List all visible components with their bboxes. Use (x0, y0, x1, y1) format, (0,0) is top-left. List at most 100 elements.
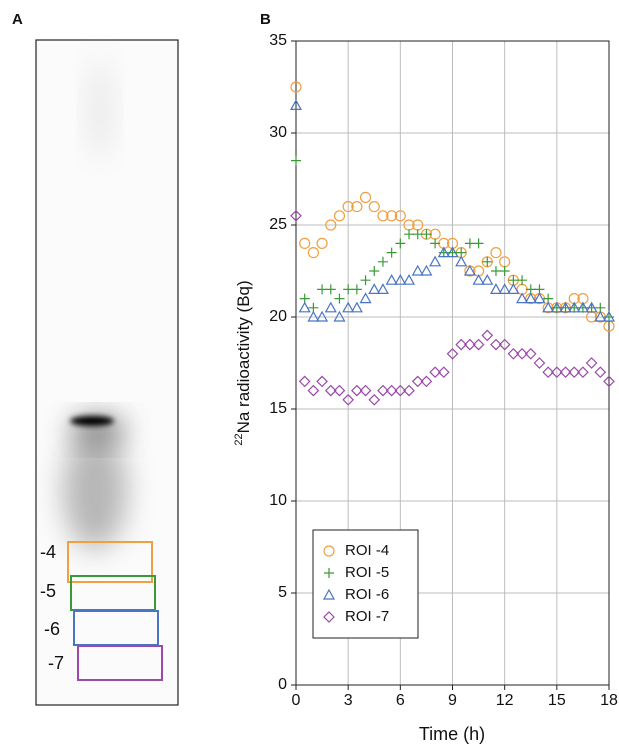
x-tick-label: 6 (396, 692, 405, 709)
marker-diamond (420, 375, 433, 388)
marker-triangle (324, 301, 337, 313)
marker-triangle (420, 264, 433, 276)
marker-circle (386, 210, 398, 222)
marker-plus (412, 229, 423, 240)
marker-triangle (446, 246, 459, 258)
marker-diamond (603, 375, 615, 388)
marker-triangle (385, 273, 398, 285)
marker-diamond (585, 357, 598, 369)
marker-triangle (576, 301, 589, 313)
legend-marker (323, 611, 335, 623)
marker-triangle (289, 99, 303, 110)
marker-plus (351, 284, 362, 295)
marker-triangle (376, 283, 389, 294)
y-tick-label: 30 (269, 124, 287, 141)
marker-diamond (577, 366, 589, 379)
marker-circle (359, 191, 372, 203)
marker-diamond (490, 338, 502, 351)
marker-circle (342, 201, 354, 213)
marker-diamond (385, 384, 398, 397)
marker-circle (307, 247, 319, 259)
marker-circle (325, 219, 337, 231)
marker-circle (333, 210, 346, 222)
marker-plus (395, 238, 406, 249)
marker-triangle (602, 310, 616, 322)
marker-triangle (559, 301, 572, 313)
marker-plus (317, 284, 328, 295)
y-tick-label: 10 (269, 492, 287, 509)
marker-circle (368, 201, 380, 213)
marker-diamond (333, 384, 346, 397)
legend-label: ROI -5 (345, 564, 389, 581)
roi-label: -5 (40, 581, 56, 601)
marker-triangle (316, 310, 329, 322)
marker-triangle (394, 273, 407, 285)
plot-frame (295, 40, 610, 686)
marker-triangle (472, 273, 485, 285)
marker-diamond (464, 338, 476, 351)
marker-triangle (307, 310, 320, 322)
marker-triangle (350, 301, 363, 313)
marker-diamond (568, 366, 581, 379)
y-tick-label: 35 (269, 32, 287, 49)
panel-label: B (260, 11, 271, 28)
marker-plus (404, 229, 415, 240)
marker-triangle (342, 301, 355, 313)
marker-diamond (307, 384, 320, 397)
panel-label: A (12, 11, 23, 28)
marker-plus (334, 293, 345, 304)
marker-triangle (368, 283, 381, 294)
marker-circle (394, 210, 406, 222)
marker-triangle (524, 292, 537, 304)
marker-diamond (368, 393, 381, 406)
marker-diamond (533, 357, 546, 369)
marker-plus (369, 266, 380, 276)
marker-triangle (455, 255, 468, 267)
marker-diamond (498, 338, 511, 351)
marker-plus (377, 256, 388, 267)
marker-plus (360, 275, 371, 286)
marker-triangle (507, 283, 520, 294)
marker-diamond (437, 366, 450, 379)
marker-diamond (472, 338, 485, 351)
marker-plus (343, 284, 354, 295)
marker-triangle (429, 255, 442, 267)
legend-label: ROI -4 (345, 542, 389, 559)
legend-marker (322, 588, 336, 600)
marker-diamond (524, 347, 537, 360)
y-tick-label: 20 (269, 308, 287, 325)
marker-diamond (377, 384, 389, 397)
y-label-sup: 22 (233, 433, 245, 445)
marker-plus (482, 256, 493, 267)
roi-label: -7 (48, 653, 64, 673)
x-tick-label: 3 (344, 692, 353, 709)
marker-diamond (403, 384, 415, 397)
roi-label: -6 (44, 619, 60, 639)
marker-plus (386, 247, 397, 258)
marker-circle (299, 237, 311, 249)
marker-circle (377, 210, 389, 222)
marker-diamond (342, 393, 355, 406)
marker-diamond (455, 338, 468, 351)
x-axis-label: Time (h) (419, 724, 485, 744)
marker-plus (490, 266, 501, 276)
marker-diamond (411, 375, 424, 388)
x-tick-label: 15 (548, 692, 566, 709)
marker-diamond (542, 366, 554, 379)
marker-triangle (403, 273, 416, 285)
marker-triangle (298, 301, 311, 313)
marker-triangle (489, 283, 502, 294)
legend-marker (323, 545, 335, 557)
marker-diamond (429, 366, 441, 379)
marker-triangle (594, 310, 607, 322)
marker-diamond (324, 384, 337, 397)
marker-plus (517, 275, 528, 286)
marker-diamond (550, 366, 563, 379)
marker-triangle (411, 264, 424, 276)
marker-plus (499, 266, 510, 276)
marker-triangle (568, 301, 581, 313)
marker-diamond (594, 366, 607, 379)
marker-triangle (481, 273, 494, 285)
marker-plus (473, 238, 484, 249)
